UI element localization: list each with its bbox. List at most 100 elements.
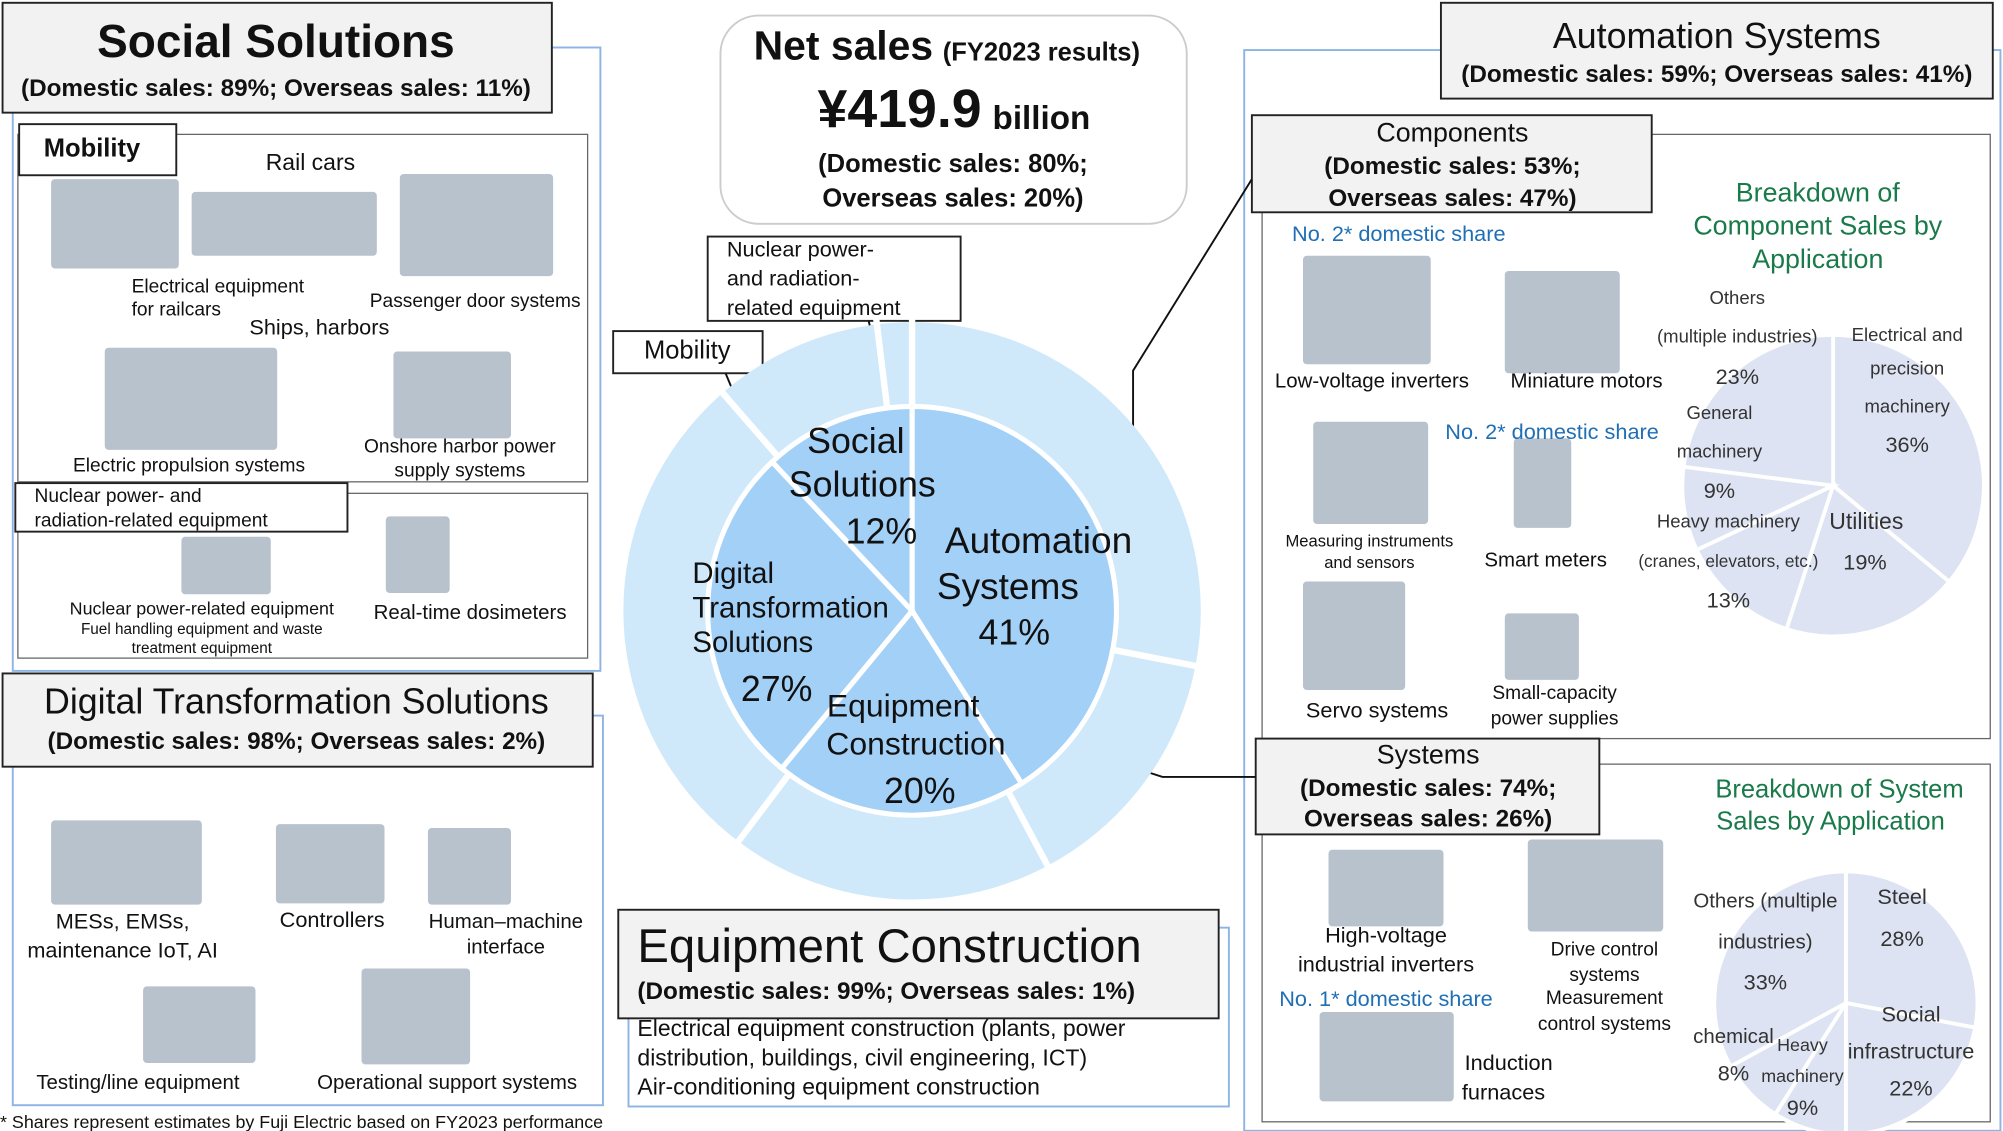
label: No. 2* domestic share bbox=[1292, 221, 1506, 246]
label: (Domestic sales: 74%; bbox=[1300, 775, 1556, 802]
label: (Domestic sales: 59%; Overseas sales: 41… bbox=[1461, 61, 1972, 88]
label: Controllers bbox=[280, 907, 385, 932]
label: Induction bbox=[1465, 1050, 1553, 1075]
label: Fuel handling equipment and waste bbox=[81, 621, 323, 638]
slice-value: 9% bbox=[1704, 478, 1735, 503]
photo bbox=[1303, 256, 1431, 365]
label: related equipment bbox=[727, 295, 901, 320]
breakdown-title: Component Sales by bbox=[1693, 211, 1942, 241]
label: Nuclear power- and bbox=[34, 486, 201, 507]
label: (Domestic sales: 80%; bbox=[818, 150, 1088, 178]
label: Real-time dosimeters bbox=[374, 602, 567, 624]
slice-name: (cranes, elevators, etc.) bbox=[1638, 551, 1818, 571]
slice-name: Utilities bbox=[1829, 508, 1903, 534]
slice-name: machinery bbox=[1677, 440, 1763, 461]
label: No. 1* domestic share bbox=[1279, 986, 1493, 1011]
segment-value: 20% bbox=[884, 771, 956, 811]
label: Measurement bbox=[1546, 988, 1664, 1009]
label: High-voltage bbox=[1325, 922, 1447, 947]
photo bbox=[105, 348, 277, 450]
photo bbox=[51, 179, 179, 268]
slice-name: machinery bbox=[1864, 396, 1950, 417]
photo bbox=[143, 986, 255, 1063]
label: Electric propulsion systems bbox=[73, 456, 305, 477]
photo bbox=[1528, 840, 1663, 932]
photo bbox=[1313, 422, 1428, 524]
label: systems bbox=[1569, 965, 1639, 986]
photo bbox=[1505, 613, 1579, 679]
slice-name: Heavy bbox=[1777, 1035, 1828, 1055]
segment-name: Digital bbox=[692, 557, 774, 590]
slice-value: 23% bbox=[1716, 364, 1759, 389]
breakdown-title: Breakdown of bbox=[1736, 177, 1901, 207]
segment-name: Automation bbox=[945, 519, 1132, 561]
label: for railcars bbox=[132, 300, 221, 321]
label: Smart meters bbox=[1484, 549, 1607, 571]
infographic: AutomationSystems41%EquipmentConstructio… bbox=[0, 0, 2003, 1131]
label: Low-voltage inverters bbox=[1275, 371, 1469, 393]
label: Components bbox=[1376, 117, 1528, 147]
slice-value: 33% bbox=[1744, 970, 1787, 995]
label: supply systems bbox=[394, 461, 525, 482]
label: Nuclear power- bbox=[727, 236, 874, 261]
photo bbox=[428, 828, 511, 905]
photo bbox=[393, 352, 511, 439]
slice-name: Steel bbox=[1877, 884, 1926, 909]
slice-name: Heavy machinery bbox=[1657, 511, 1801, 532]
label: Small-capacity bbox=[1492, 683, 1617, 704]
label: (Domestic sales: 89%; Overseas sales: 11… bbox=[21, 75, 531, 102]
label: Servo systems bbox=[1306, 697, 1448, 722]
label: (Domestic sales: 98%; Overseas sales: 2%… bbox=[48, 728, 546, 755]
slice-value: 19% bbox=[1843, 549, 1886, 574]
photo bbox=[276, 824, 385, 903]
label: Overseas sales: 47%) bbox=[1328, 185, 1576, 212]
slice-name: chemical bbox=[1693, 1026, 1774, 1048]
label: maintenance IoT, AI bbox=[27, 938, 218, 963]
label: Rail cars bbox=[266, 149, 355, 175]
photo bbox=[181, 537, 270, 594]
label: (Domestic sales: 53%; bbox=[1324, 153, 1580, 180]
slice-value: 28% bbox=[1880, 926, 1923, 951]
breakdown-title: Breakdown of System bbox=[1715, 776, 1963, 804]
photo bbox=[1329, 850, 1444, 927]
label: treatment equipment bbox=[132, 640, 273, 657]
label: power supplies bbox=[1491, 708, 1619, 729]
section-title: Equipment Construction bbox=[637, 920, 1141, 973]
breakdown-title: Sales by Application bbox=[1716, 808, 1945, 836]
segment-name: Transformation bbox=[692, 591, 888, 624]
photo bbox=[362, 969, 471, 1065]
label: Air-conditioning equipment construction bbox=[637, 1074, 1039, 1100]
label: radiation-related equipment bbox=[34, 510, 268, 531]
label: distribution, buildings, civil engineeri… bbox=[637, 1044, 1087, 1070]
label: Ships, harbors bbox=[249, 314, 389, 339]
segment-value: 27% bbox=[741, 669, 813, 709]
label: Human–machine bbox=[429, 911, 583, 933]
breakdown-title: Application bbox=[1752, 244, 1883, 274]
photo bbox=[192, 192, 377, 256]
label: No. 2* domestic share bbox=[1445, 419, 1659, 444]
slice-value: 22% bbox=[1889, 1076, 1932, 1101]
slice-value: 9% bbox=[1787, 1095, 1818, 1120]
label: Nuclear power-related equipment bbox=[70, 598, 334, 618]
components-leader bbox=[1133, 179, 1252, 489]
label: industrial inverters bbox=[1298, 952, 1474, 977]
slice-name: Others bbox=[1710, 287, 1766, 308]
segment-name: Solutions bbox=[692, 626, 813, 659]
label: Passenger door systems bbox=[370, 291, 581, 312]
segment-name: Equipment bbox=[827, 687, 980, 723]
segment-name: Construction bbox=[826, 726, 1005, 762]
footnote: * Shares represent estimates by Fuji Ele… bbox=[0, 1112, 603, 1131]
section-title: Automation Systems bbox=[1553, 16, 1881, 56]
label: Drive control bbox=[1551, 940, 1659, 961]
photo bbox=[51, 820, 202, 904]
label: Testing/line equipment bbox=[36, 1072, 240, 1094]
segment-value: 12% bbox=[846, 512, 918, 552]
label: Electrical equipment bbox=[132, 277, 305, 298]
photo bbox=[1514, 438, 1571, 527]
label: Systems bbox=[1377, 740, 1480, 770]
slice-name: (multiple industries) bbox=[1657, 325, 1818, 346]
photo bbox=[400, 174, 553, 276]
label: control systems bbox=[1538, 1014, 1671, 1035]
label: (Domestic sales: 99%; Overseas sales: 1%… bbox=[637, 978, 1135, 1005]
slice-name: infrastructure bbox=[1848, 1039, 1975, 1064]
